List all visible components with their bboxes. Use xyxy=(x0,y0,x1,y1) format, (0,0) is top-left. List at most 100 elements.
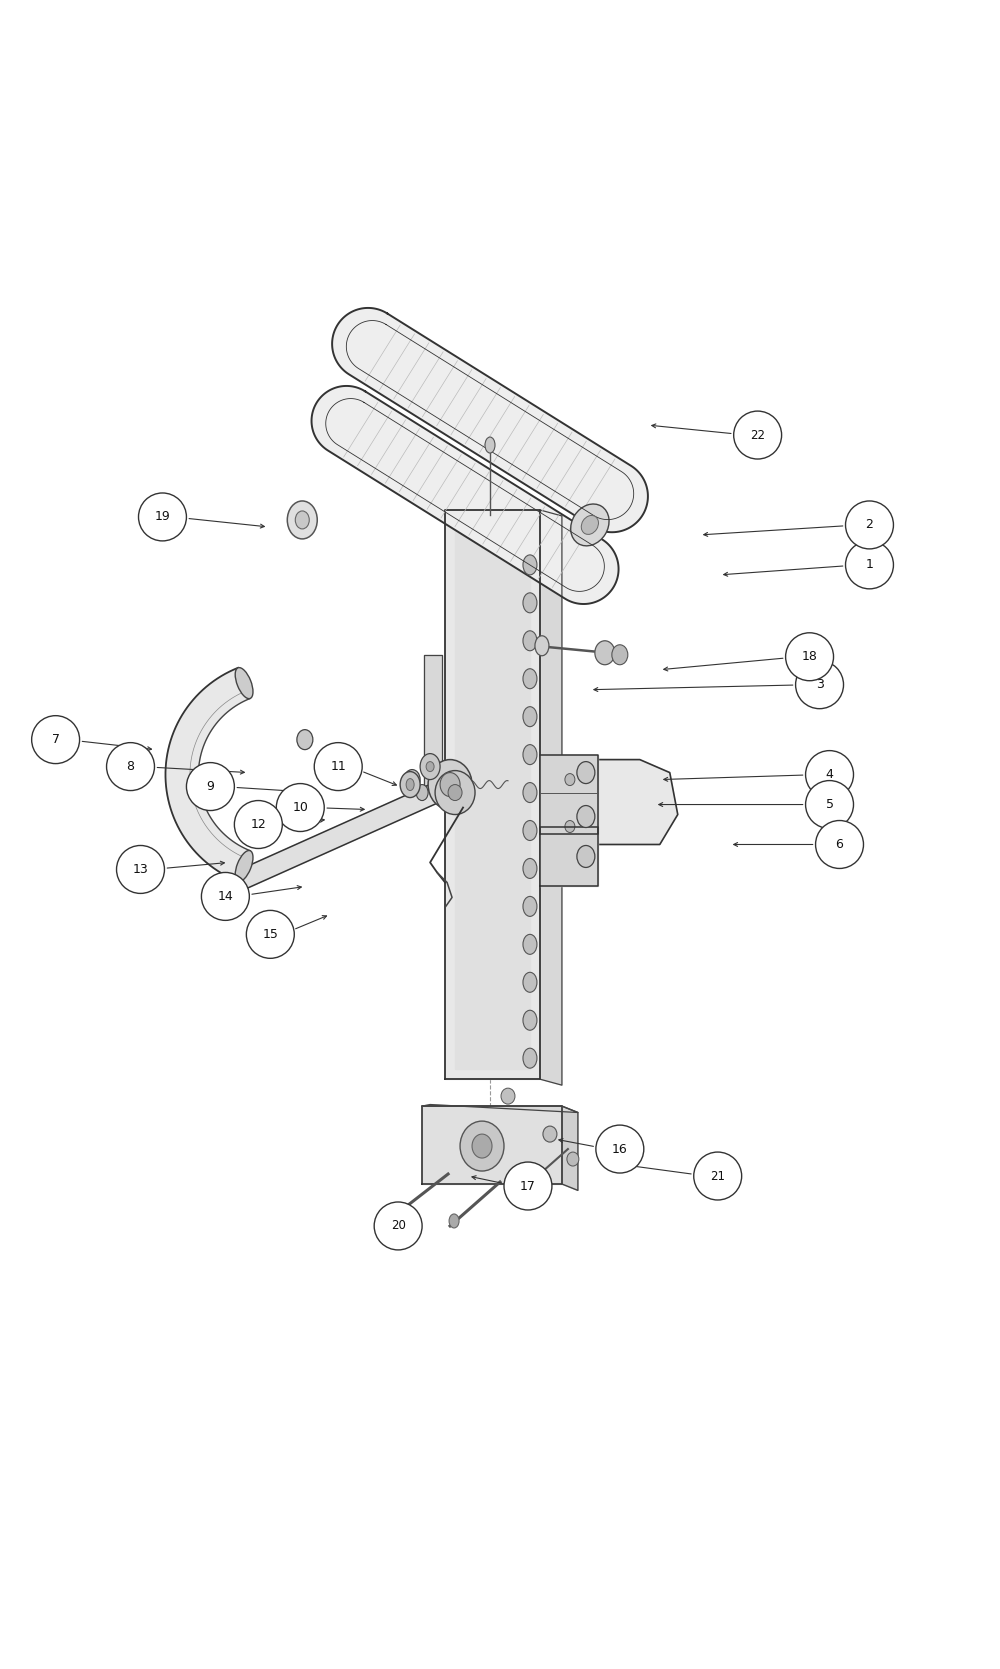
Text: 11: 11 xyxy=(330,759,346,773)
Ellipse shape xyxy=(595,641,615,664)
Text: 12: 12 xyxy=(250,818,266,831)
Ellipse shape xyxy=(523,858,537,878)
Polygon shape xyxy=(540,826,598,886)
Text: 8: 8 xyxy=(127,759,135,773)
Ellipse shape xyxy=(523,1010,537,1030)
Text: 20: 20 xyxy=(391,1220,406,1232)
Ellipse shape xyxy=(420,754,440,779)
Text: 15: 15 xyxy=(262,928,278,941)
Circle shape xyxy=(806,781,854,828)
Ellipse shape xyxy=(235,851,253,881)
Ellipse shape xyxy=(567,1152,579,1167)
Text: 3: 3 xyxy=(816,678,823,691)
Ellipse shape xyxy=(440,773,460,796)
Text: 7: 7 xyxy=(52,733,60,746)
Circle shape xyxy=(694,1152,742,1200)
Text: 10: 10 xyxy=(292,801,308,814)
Text: 22: 22 xyxy=(750,429,765,442)
Ellipse shape xyxy=(532,1172,542,1183)
Circle shape xyxy=(32,716,80,764)
Ellipse shape xyxy=(523,973,537,993)
Ellipse shape xyxy=(460,1122,504,1172)
Ellipse shape xyxy=(501,1088,515,1105)
Ellipse shape xyxy=(523,554,537,574)
Ellipse shape xyxy=(295,511,309,529)
Text: 9: 9 xyxy=(206,779,214,793)
Text: 19: 19 xyxy=(155,511,170,524)
Ellipse shape xyxy=(523,706,537,726)
Polygon shape xyxy=(165,668,250,881)
Ellipse shape xyxy=(448,784,462,801)
Ellipse shape xyxy=(523,669,537,689)
Ellipse shape xyxy=(523,783,537,803)
Ellipse shape xyxy=(426,761,434,771)
Ellipse shape xyxy=(435,771,475,814)
Circle shape xyxy=(374,1202,422,1250)
Ellipse shape xyxy=(523,744,537,764)
Circle shape xyxy=(314,743,362,791)
Circle shape xyxy=(107,743,154,791)
Polygon shape xyxy=(555,759,678,845)
Ellipse shape xyxy=(535,636,549,656)
Polygon shape xyxy=(422,1105,578,1113)
Circle shape xyxy=(246,910,294,958)
Circle shape xyxy=(234,801,282,848)
Polygon shape xyxy=(540,754,598,834)
Ellipse shape xyxy=(472,1133,492,1158)
Circle shape xyxy=(806,751,854,798)
Ellipse shape xyxy=(297,729,313,749)
Circle shape xyxy=(786,633,834,681)
Ellipse shape xyxy=(577,761,595,783)
Ellipse shape xyxy=(581,516,598,534)
Circle shape xyxy=(846,501,893,549)
Ellipse shape xyxy=(523,592,537,613)
Polygon shape xyxy=(312,386,619,604)
Text: 18: 18 xyxy=(802,651,818,663)
Circle shape xyxy=(796,661,844,709)
Ellipse shape xyxy=(416,784,428,801)
Polygon shape xyxy=(562,1107,578,1190)
Circle shape xyxy=(276,783,324,831)
Text: 2: 2 xyxy=(866,519,873,531)
Text: 6: 6 xyxy=(836,838,843,851)
Text: 1: 1 xyxy=(866,559,873,571)
Text: 5: 5 xyxy=(826,798,834,811)
Text: 17: 17 xyxy=(520,1180,536,1193)
Ellipse shape xyxy=(612,644,628,664)
Polygon shape xyxy=(445,511,540,1080)
Polygon shape xyxy=(424,654,442,789)
Circle shape xyxy=(846,541,893,589)
Circle shape xyxy=(816,821,863,868)
Text: 13: 13 xyxy=(133,863,148,876)
Ellipse shape xyxy=(565,774,575,786)
Ellipse shape xyxy=(577,806,595,828)
Polygon shape xyxy=(455,521,530,1070)
Ellipse shape xyxy=(523,1048,537,1068)
Ellipse shape xyxy=(406,778,414,791)
Ellipse shape xyxy=(571,504,609,546)
Polygon shape xyxy=(540,511,562,1085)
Polygon shape xyxy=(238,778,443,893)
Ellipse shape xyxy=(485,437,495,452)
Text: 4: 4 xyxy=(826,768,833,781)
Circle shape xyxy=(201,873,249,920)
Circle shape xyxy=(186,763,234,811)
Circle shape xyxy=(504,1162,552,1210)
Ellipse shape xyxy=(523,821,537,841)
Text: 14: 14 xyxy=(218,890,233,903)
Ellipse shape xyxy=(523,631,537,651)
Ellipse shape xyxy=(428,759,472,809)
Circle shape xyxy=(117,846,164,893)
Circle shape xyxy=(734,411,782,459)
Ellipse shape xyxy=(565,821,575,833)
Text: 16: 16 xyxy=(612,1143,628,1155)
Circle shape xyxy=(139,492,186,541)
Ellipse shape xyxy=(400,771,420,798)
Ellipse shape xyxy=(235,668,253,699)
Circle shape xyxy=(596,1125,644,1173)
Ellipse shape xyxy=(390,1208,400,1222)
Text: 21: 21 xyxy=(710,1170,725,1183)
Ellipse shape xyxy=(404,769,420,789)
Polygon shape xyxy=(332,309,648,532)
Ellipse shape xyxy=(449,1213,459,1228)
